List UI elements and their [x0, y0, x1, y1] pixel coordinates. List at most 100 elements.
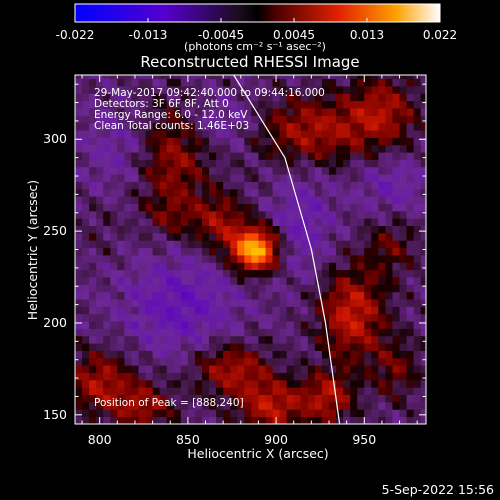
heatmap-cell: [166, 262, 175, 271]
heatmap-cell: [216, 313, 224, 322]
heatmap-cell: [145, 218, 154, 227]
heatmap-cell: [187, 306, 196, 315]
heatmap-cell: [201, 115, 210, 124]
heatmap-cell: [124, 372, 132, 381]
heatmap-cell: [216, 218, 224, 227]
heatmap-cell: [286, 152, 295, 160]
heatmap-cell: [420, 416, 426, 424]
heatmap-cell: [300, 328, 309, 337]
heatmap-cell: [110, 152, 118, 160]
heatmap-cell: [216, 247, 224, 256]
heatmap-cell: [392, 181, 400, 190]
heatmap-cell: [187, 284, 196, 293]
heatmap-cell: [251, 328, 259, 337]
heatmap-cell: [96, 387, 104, 396]
heatmap-cell: [152, 277, 161, 285]
heatmap-cell: [321, 225, 330, 234]
heatmap-cell: [201, 159, 210, 168]
heatmap-cell: [314, 75, 323, 80]
heatmap-cell: [209, 247, 217, 256]
heatmap-cell: [293, 240, 302, 249]
heatmap-cell: [124, 255, 132, 263]
heatmap-cell: [103, 313, 111, 322]
heatmap-cell: [420, 350, 426, 359]
heatmap-cell: [343, 240, 351, 249]
heatmap-cell: [131, 387, 139, 396]
heatmap-cell: [378, 247, 386, 256]
heatmap-cell: [159, 379, 168, 388]
heatmap-cell: [244, 188, 252, 197]
heatmap-cell: [336, 115, 344, 124]
heatmap-cell: [272, 93, 281, 102]
heatmap-cell: [75, 343, 83, 351]
heatmap-cell: [124, 306, 132, 315]
heatmap-cell: [180, 284, 189, 293]
heatmap-cell: [237, 196, 245, 204]
heatmap-cell: [420, 78, 426, 87]
heatmap-cell: [194, 181, 203, 190]
peak-position-text: Position of Peak = [888,240]: [94, 397, 244, 409]
heatmap-cell: [293, 409, 302, 418]
heatmap-cell: [82, 335, 90, 344]
heatmap-cell: [244, 372, 252, 381]
heatmap-cell: [371, 78, 379, 87]
heatmap-cell: [420, 196, 426, 204]
heatmap-cell: [194, 75, 203, 80]
heatmap-cell: [216, 181, 224, 190]
heatmap-cell: [75, 328, 83, 337]
heatmap-cell: [209, 277, 217, 285]
heatmap-cell: [187, 130, 196, 138]
heatmap-cell: [300, 416, 309, 424]
heatmap-cell: [75, 365, 83, 373]
heatmap-cell: [237, 379, 245, 388]
heatmap-cell: [364, 75, 372, 80]
heatmap-cell: [152, 284, 161, 293]
heatmap-cell: [307, 365, 316, 373]
heatmap-cell: [314, 232, 323, 241]
heatmap-cell: [336, 181, 344, 190]
heatmap-cell: [265, 328, 273, 337]
heatmap-cell: [343, 174, 351, 182]
heatmap-cell: [209, 409, 217, 418]
heatmap-cell: [159, 166, 168, 175]
heatmap-cell: [286, 218, 295, 227]
heatmap-cell: [300, 321, 309, 329]
heatmap-cell: [321, 306, 330, 315]
heatmap-cell: [286, 122, 295, 131]
heatmap-cell: [385, 225, 393, 234]
heatmap-cell: [103, 372, 111, 381]
heatmap-cell: [378, 306, 386, 315]
heatmap-cell: [187, 343, 196, 351]
heatmap-cell: [328, 210, 337, 219]
heatmap-cell: [152, 365, 161, 373]
heatmap-cell: [307, 152, 316, 160]
heatmap-cell: [145, 225, 154, 234]
heatmap-cell: [406, 387, 415, 396]
heatmap-cell: [385, 122, 393, 131]
heatmap-cell: [166, 372, 175, 381]
heatmap-cell: [103, 188, 111, 197]
heatmap-cell: [187, 379, 196, 388]
heatmap-cell: [258, 108, 266, 116]
heatmap-cell: [152, 335, 161, 344]
heatmap-cell: [173, 115, 182, 124]
x-tick-label: 950: [352, 432, 377, 447]
heatmap-cell: [420, 321, 426, 329]
heatmap-cell: [265, 416, 273, 424]
heatmap-cell: [314, 343, 323, 351]
heatmap-cell: [286, 232, 295, 241]
heatmap-cell: [336, 144, 344, 153]
heatmap-cell: [293, 159, 302, 168]
heatmap-cell: [251, 225, 259, 234]
heatmap-cell: [117, 328, 125, 337]
heatmap-cell: [194, 269, 203, 278]
heatmap-cell: [145, 299, 154, 307]
heatmap-cell: [209, 166, 217, 175]
heatmap-cell: [300, 232, 309, 241]
heatmap-cell: [216, 299, 224, 307]
heatmap-cell: [209, 321, 217, 329]
heatmap-cell: [307, 203, 316, 212]
heatmap-cell: [293, 255, 302, 263]
heatmap-cell: [272, 291, 281, 300]
heatmap-cell: [378, 365, 386, 373]
